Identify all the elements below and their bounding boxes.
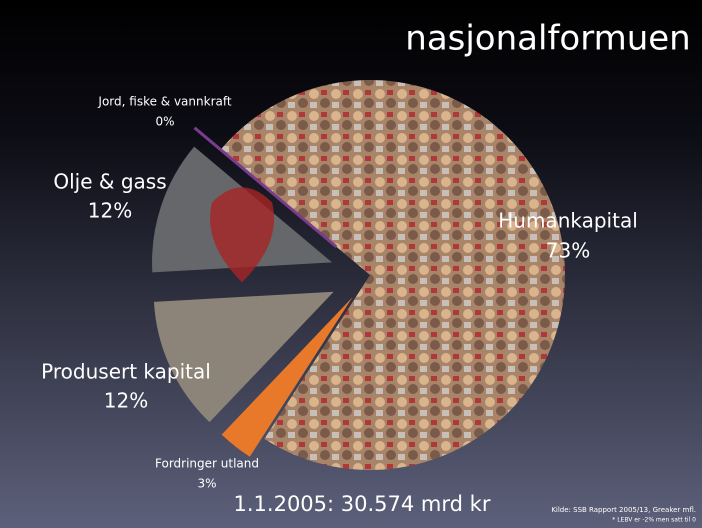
pie-slice: [221, 297, 353, 457]
pie-slice: [193, 126, 338, 248]
slice-value-label: 12%: [104, 389, 148, 413]
slice-label: Humankapital: [498, 209, 638, 233]
slice-value-label: 12%: [88, 199, 132, 223]
pie-slice: [220, 80, 565, 471]
slice-label: Jord, fiske & vannkraft: [97, 95, 231, 109]
chart-title: nasjonalformuen: [405, 19, 690, 59]
slice-label: Fordringer utland: [155, 457, 259, 471]
slice-label: Olje & gass: [53, 170, 166, 194]
chart-subtitle: 1.1.2005: 30.574 mrd kr: [234, 492, 491, 516]
slice-value-label: 73%: [546, 239, 590, 263]
note: * LEBV er -2% men satt til 0: [612, 517, 696, 524]
slice-value-label: 3%: [197, 477, 216, 491]
slice-decoration: [210, 187, 275, 283]
pie-slice: [153, 291, 334, 423]
slice-label: Produsert kapital: [41, 360, 211, 384]
source: Kilde: SSB Rapport 2005/13, Greaker mfl.: [551, 506, 696, 514]
slice-value-label: 0%: [155, 115, 174, 129]
